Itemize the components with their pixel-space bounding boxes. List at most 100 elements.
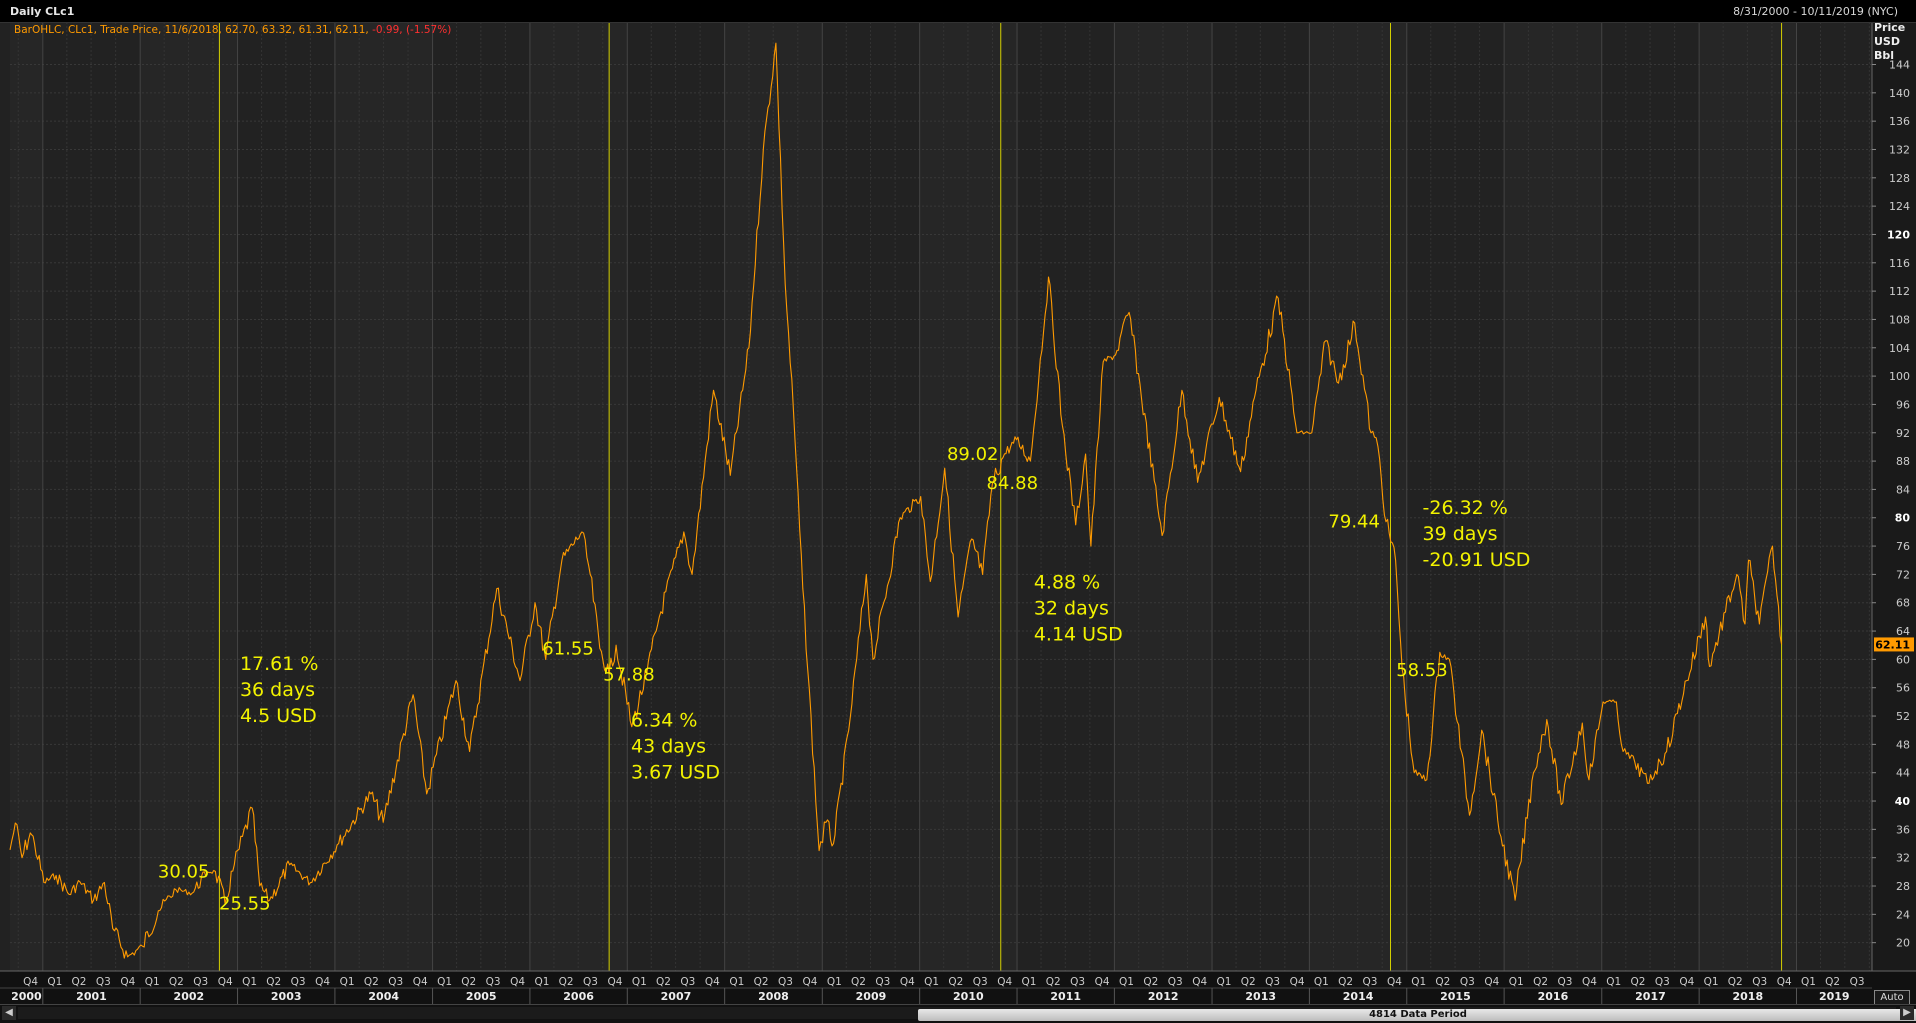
x-year-label: 2014 [1343,990,1374,1003]
series-layer [9,42,1783,959]
x-quarter-label: Q1 [242,976,257,988]
scroll-right-arrow-icon[interactable]: ▶ [1900,1006,1914,1020]
chart-legend: BarOHLC, CLc1, Trade Price, 11/6/2018, 6… [14,24,451,36]
x-axis[interactable]: Q4 2000 Q1 Q2 Q3 Q4 2001 Q1 Q2 Q3 Q4 2002 Q1 Q2 Q3 Q4 20… [0,970,1916,1004]
x-quarter-label: Q1 [1509,976,1524,988]
price-annotation: 84.88 [986,473,1038,494]
x-quarter-label: Q3 [680,976,695,988]
y-axis-panel [1872,22,1916,971]
y-tick-label: 108 [1889,313,1910,326]
x-year-label: 2001 [76,990,107,1003]
x-quarter-label: Q1 [827,976,842,988]
price-annotation: 25.55 [219,893,271,914]
x-year-label: 2019 [1819,990,1850,1003]
stats-line: 43 days [631,736,706,758]
price-annotation: 30.05 [158,861,210,882]
time-scrollbar[interactable]: ◀ 4814 Data Period ▶ [0,1004,1916,1023]
y-tick-label: 120 [1887,228,1910,241]
x-quarter-label: Q1 [534,976,549,988]
price-annotation: 58.53 [1396,660,1448,681]
scroll-left-arrow-icon[interactable]: ◀ [2,1006,16,1020]
x-quarter-label: Q2 [1825,976,1840,988]
x-quarter-label: Q3 [1070,976,1085,988]
y-tick-label: 124 [1889,200,1910,213]
y-axis[interactable]: 20 24 28 32 36 40 44 48 52 56 60 64 68 72 76 80 84 88 92 96… [1871,21,1916,971]
x-year-label: 2008 [758,990,789,1003]
x-year-label: 2013 [1245,990,1276,1003]
y-tick-label: 104 [1889,342,1910,355]
x-quarter-label: Q4 [510,976,525,988]
x-year-label: 2016 [1538,990,1569,1003]
auto-scale-button[interactable]: Auto [1874,990,1910,1005]
x-quarter-label: Q2 [948,976,963,988]
y-tick-label: 44 [1896,767,1910,780]
x-quarter-label: Q1 [924,976,939,988]
y-tick-label: 80 [1895,512,1911,525]
x-year-label: 2012 [1148,990,1179,1003]
x-quarter-label: Q1 [1801,976,1816,988]
x-quarter-label: Q3 [1850,976,1865,988]
x-quarter-label: Q2 [1435,976,1450,988]
x-quarter-label: Q3 [1460,976,1475,988]
x-quarter-label: Q1 [729,976,744,988]
stats-line: -20.91 USD [1423,549,1531,571]
x-quarter-label: Q4 [120,976,135,988]
y-tick-label: 128 [1889,172,1910,185]
x-quarter-label: Q4 [705,976,720,988]
scroll-thumb[interactable]: 4814 Data Period [918,1009,1916,1021]
x-year-label: 2011 [1050,990,1081,1003]
scroll-track[interactable]: 4814 Data Period [18,1007,1916,1021]
x-quarter-label: Q2 [754,976,769,988]
stats-line: 32 days [1034,598,1109,620]
x-quarter-label: Q3 [193,976,208,988]
x-quarter-label: Q4 [900,976,915,988]
year-band [1504,22,1602,971]
year-band [1309,22,1407,971]
stats-block: -26.32 % 39 days -20.91 USD [1423,497,1531,571]
y-tick-label: 144 [1889,58,1910,71]
year-band [334,22,433,971]
y-tick-label: 84 [1896,483,1910,496]
stats-line: 4.88 % [1034,572,1100,594]
x-quarter-label: Q4 [413,976,428,988]
stats-block: 17.61 % 36 days 4.5 USD [240,653,318,727]
x-quarter-label: Q1 [1022,976,1037,988]
year-band [10,22,43,971]
y-tick-label: 52 [1896,710,1910,723]
y-tick-label: 20 [1896,937,1910,950]
stats-line: 6.34 % [631,710,697,732]
x-quarter-label: Q2 [1728,976,1743,988]
year-band [529,22,628,971]
x-quarter-label: Q4 [997,976,1012,988]
x-quarter-label: Q3 [486,976,501,988]
x-quarter-label: Q3 [1168,976,1183,988]
y-unit-label: USD [1874,35,1900,48]
stats-line: 4.14 USD [1034,624,1123,646]
x-quarter-label: Q4 [1095,976,1110,988]
x-quarter-label: Q3 [1557,976,1572,988]
stats-line: 17.61 % [240,653,318,675]
x-quarter-label: Q4 [23,976,38,988]
x-quarter-label: Q3 [388,976,403,988]
x-quarter-label: Q3 [583,976,598,988]
year-band [724,22,823,971]
y-tick-label: 140 [1889,87,1910,100]
y-tick-label: 96 [1896,398,1910,411]
x-quarter-label: Q3 [1752,976,1767,988]
x-quarter-label: Q1 [1606,976,1621,988]
y-tick-label: 40 [1895,795,1911,808]
x-year-label: 2015 [1440,990,1471,1003]
x-quarter-label: Q3 [973,976,988,988]
y-tick-label: 64 [1896,625,1910,638]
price-annotation: 89.02 [947,444,999,465]
x-quarter-label: Q3 [1655,976,1670,988]
date-range: 8/31/2000 - 10/11/2019 (NYC) [1733,5,1898,18]
x-quarter-label: Q2 [1241,976,1256,988]
x-quarter-label: Q2 [1630,976,1645,988]
y-tick-label: 28 [1896,880,1910,893]
price-annotation: 79.44 [1328,512,1380,533]
stats-line: 3.67 USD [631,762,720,784]
x-quarter-label: Q2 [71,976,86,988]
x-year-label: 2009 [856,990,887,1003]
